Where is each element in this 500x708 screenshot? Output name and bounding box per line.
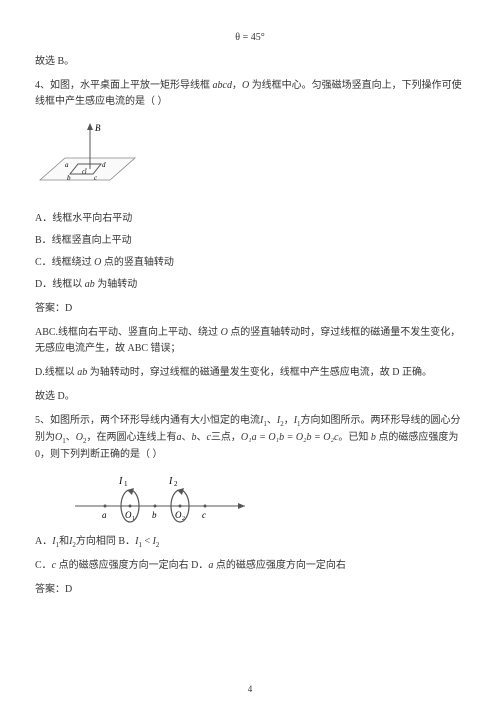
q5-svg-a: a [102,510,107,520]
q5-optD-pre: D． [191,560,208,571]
q4-a: a [65,161,69,169]
q5-sep2: ， [284,415,294,426]
page-number: 4 [0,682,500,696]
q4-optD-post: 为轴转动 [95,279,138,290]
q5-svg-O2: O [175,510,182,520]
q4-optB: B．线框竖直向上平动 [35,233,465,249]
q5-optC-post: 点的磁感应强度方向一定向右 [56,560,189,571]
q5-optA-mid: 和 [59,536,69,547]
q4-abcd: abcd [213,80,232,91]
q5-optB-pre: B． [118,536,135,547]
q4-optC-post: 点的竖直轴转动 [101,257,174,268]
q5-svg-O1s: 1 [132,516,135,522]
q4-b: b [67,174,71,182]
q4-figure: B a b c d O [35,118,465,203]
q4-exp1: ABC.线框向右平动、竖直向上平动、绕过 O 点的竖直轴转动时，穿过线框的磁通量… [35,325,465,357]
q5-s1: 5、如图所示，两个环形导线内通有大小恒定的电流 [35,415,260,426]
q5-svg-b: b [152,510,157,520]
q4-exp2: D.线框以 ab 为轴转动时，穿过线框的磁通量发生变化，线框中产生感应电流，故 … [35,365,465,381]
q4-optC: C．线框绕过 O 点的竖直轴转动 [35,255,465,271]
q4-Olabel: O [82,170,87,176]
q4-stem-t2: ， [232,80,242,91]
q5-stem: 5、如图所示，两个环形导线内通有大小恒定的电流I1、I2，I1方向如图所示。两环… [35,413,465,463]
q5-figure: I 1 I 2 a O 1 b O 2 c [75,471,465,526]
q5-svg-O1: O [125,510,132,520]
q4-optC-pre: C．线框绕过 [35,257,94,268]
q5-svg-O2s: 2 [182,516,185,522]
q5-absep2: 、 [196,432,206,443]
q4-exp2-ab: ab [77,367,87,378]
q5-optAB: A．I1和I2方向相同 B．I1 < I2 [35,534,465,551]
q4-B-label: B [95,123,101,133]
q5-optA-pre: A． [35,536,52,547]
q4-exp2-pre: D.线框以 [35,367,77,378]
q5-sep3: 、 [66,432,76,443]
top-equation: θ = 45° [35,30,465,46]
q4-exp2-post: 为轴转动时，穿过线框的磁通量发生变化，线框中产生感应电流，故 D 正确。 [87,367,432,378]
q5-svg-I1: I [118,476,123,487]
q4-optD-pre: D．线框以 [35,279,85,290]
q5-optB-I2s: 2 [156,541,160,549]
q5-sep1: 、 [267,415,277,426]
q4-exp1-pre: ABC.线框向右平动、竖直向上平动、绕过 [35,327,221,338]
q5-eqchain: O₁a = O₁b = O₂b = O₂c [241,432,338,443]
q4-optA: A．线框水平向右平动 [35,211,465,227]
q5-svg-c: c [202,510,206,520]
q5-optCD: C．c 点的磁感应强度方向一定向右 D．a 点的磁感应强度方向一定向右 [35,558,465,574]
q4-stem-t1: 4、如图，水平桌面上平放一矩形导线框 [35,80,213,91]
q4-stem: 4、如图，水平桌面上平放一矩形导线框 abcd，O 为线框中心。匀强磁场竖直向上… [35,78,465,110]
q5-s4: 三点， [211,432,241,443]
q4-d: d [102,161,106,169]
q5-optC-pre: C． [35,560,52,571]
q5-svg-I2: I [168,476,173,487]
q4-therefore: 故选 D。 [35,389,465,405]
q5-optB-lt: < [142,536,153,547]
therefore-b: 故选 B。 [35,54,465,70]
q5-answer: 答案：D [35,582,465,598]
q4-exp1-O: O [221,327,228,338]
q5-optD-post: 点的磁感应强度方向一定向右 [213,560,346,571]
q5-s5: 。已知 [338,432,371,443]
q5-s3: ，在两圆心连线上有 [86,432,176,443]
q4-optD-ab: ab [85,279,95,290]
q5-optA-post: 方向相同 [76,536,116,547]
q4-answer: 答案：D [35,301,465,317]
q5-absep1: 、 [181,432,191,443]
q4-optD: D．线框以 ab 为轴转动 [35,277,465,293]
q5-svg-I1s: 1 [124,480,128,488]
q5-svg-I2s: 2 [174,480,178,488]
q5-O2: O [76,432,83,443]
